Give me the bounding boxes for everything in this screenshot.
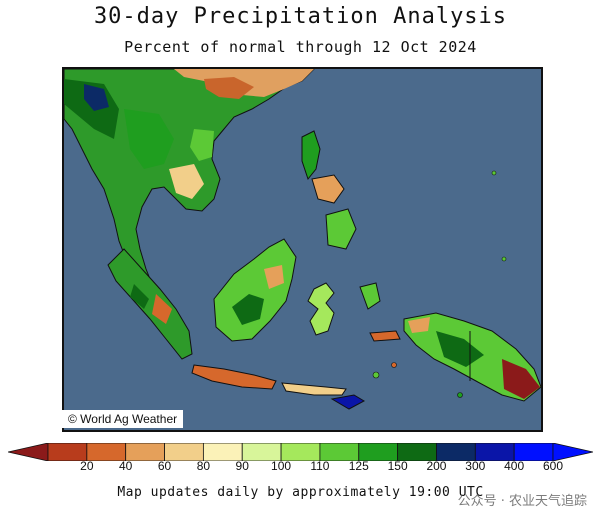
- colorbar-tick-label: 125: [348, 459, 369, 473]
- colorbar-tick-label: 110: [310, 459, 330, 473]
- colorbar: [8, 443, 593, 461]
- colorbar-tick-label: 600: [542, 459, 564, 473]
- landmass-sulawesi: [307, 282, 335, 336]
- colorbar-arrow-high: [552, 443, 593, 461]
- landmass-timor: [330, 394, 366, 410]
- colorbar-tick-label: 200: [426, 459, 447, 473]
- island: [501, 256, 507, 262]
- sumatra-dry: [152, 294, 172, 324]
- island: [457, 392, 463, 398]
- vietnam-patch: [190, 129, 214, 161]
- colorbar-tick-label: 300: [465, 459, 486, 473]
- landmass-mindanao: [325, 208, 357, 250]
- colorbar-tick-label: 90: [235, 459, 249, 473]
- new-guinea-dry-east: [502, 359, 540, 399]
- landmass-maluku: [359, 282, 381, 310]
- update-note: Map updates daily by approximately 19:00…: [117, 485, 484, 500]
- landmass-seram: [369, 330, 401, 342]
- landmass-borneo: [213, 238, 297, 342]
- map-credit: © World Ag Weather: [62, 410, 184, 428]
- indochina-brown-patch: [204, 77, 254, 99]
- island: [491, 170, 497, 176]
- colorbar-tick-label: 100: [271, 459, 292, 473]
- watermark: 公众号 · 农业天气追踪: [457, 494, 587, 509]
- borneo-wet-core: [232, 294, 264, 325]
- colorbar-tick-labels: 20 40 60 80 90 100 110 125 150 200 300 400 600: [0, 459, 601, 475]
- island: [391, 362, 397, 368]
- landmass-java: [191, 364, 277, 390]
- landmass-lesser-sunda: [281, 382, 347, 396]
- colorbar-tick-label: 400: [504, 459, 525, 473]
- chart-title: 30-day Precipitation Analysis: [93, 4, 508, 29]
- myanmar-very-wet: [84, 84, 109, 111]
- landmass-sumatra: [107, 248, 193, 360]
- landmass-visayas: [311, 174, 345, 204]
- chart-subtitle: Percent of normal through 12 Oct 2024: [124, 38, 477, 56]
- island: [372, 371, 380, 379]
- borneo-dry-patch: [264, 265, 284, 289]
- new-guinea-dry-west: [408, 317, 430, 333]
- sumatra-wet: [130, 284, 149, 309]
- thailand-wet: [124, 109, 174, 169]
- precipitation-map: [62, 67, 543, 432]
- colorbar-tick-label: 60: [157, 459, 172, 473]
- new-guinea-wet: [436, 331, 484, 367]
- cambodia-dry: [169, 164, 204, 199]
- map-canvas: [64, 69, 541, 430]
- colorbar-tick-label: 40: [119, 459, 133, 473]
- landmass-luzon: [301, 130, 321, 181]
- colorbar-tick-label: 20: [80, 459, 94, 473]
- colorbar-tick-label: 150: [387, 459, 408, 473]
- colorbar-tick-label: 80: [196, 459, 211, 473]
